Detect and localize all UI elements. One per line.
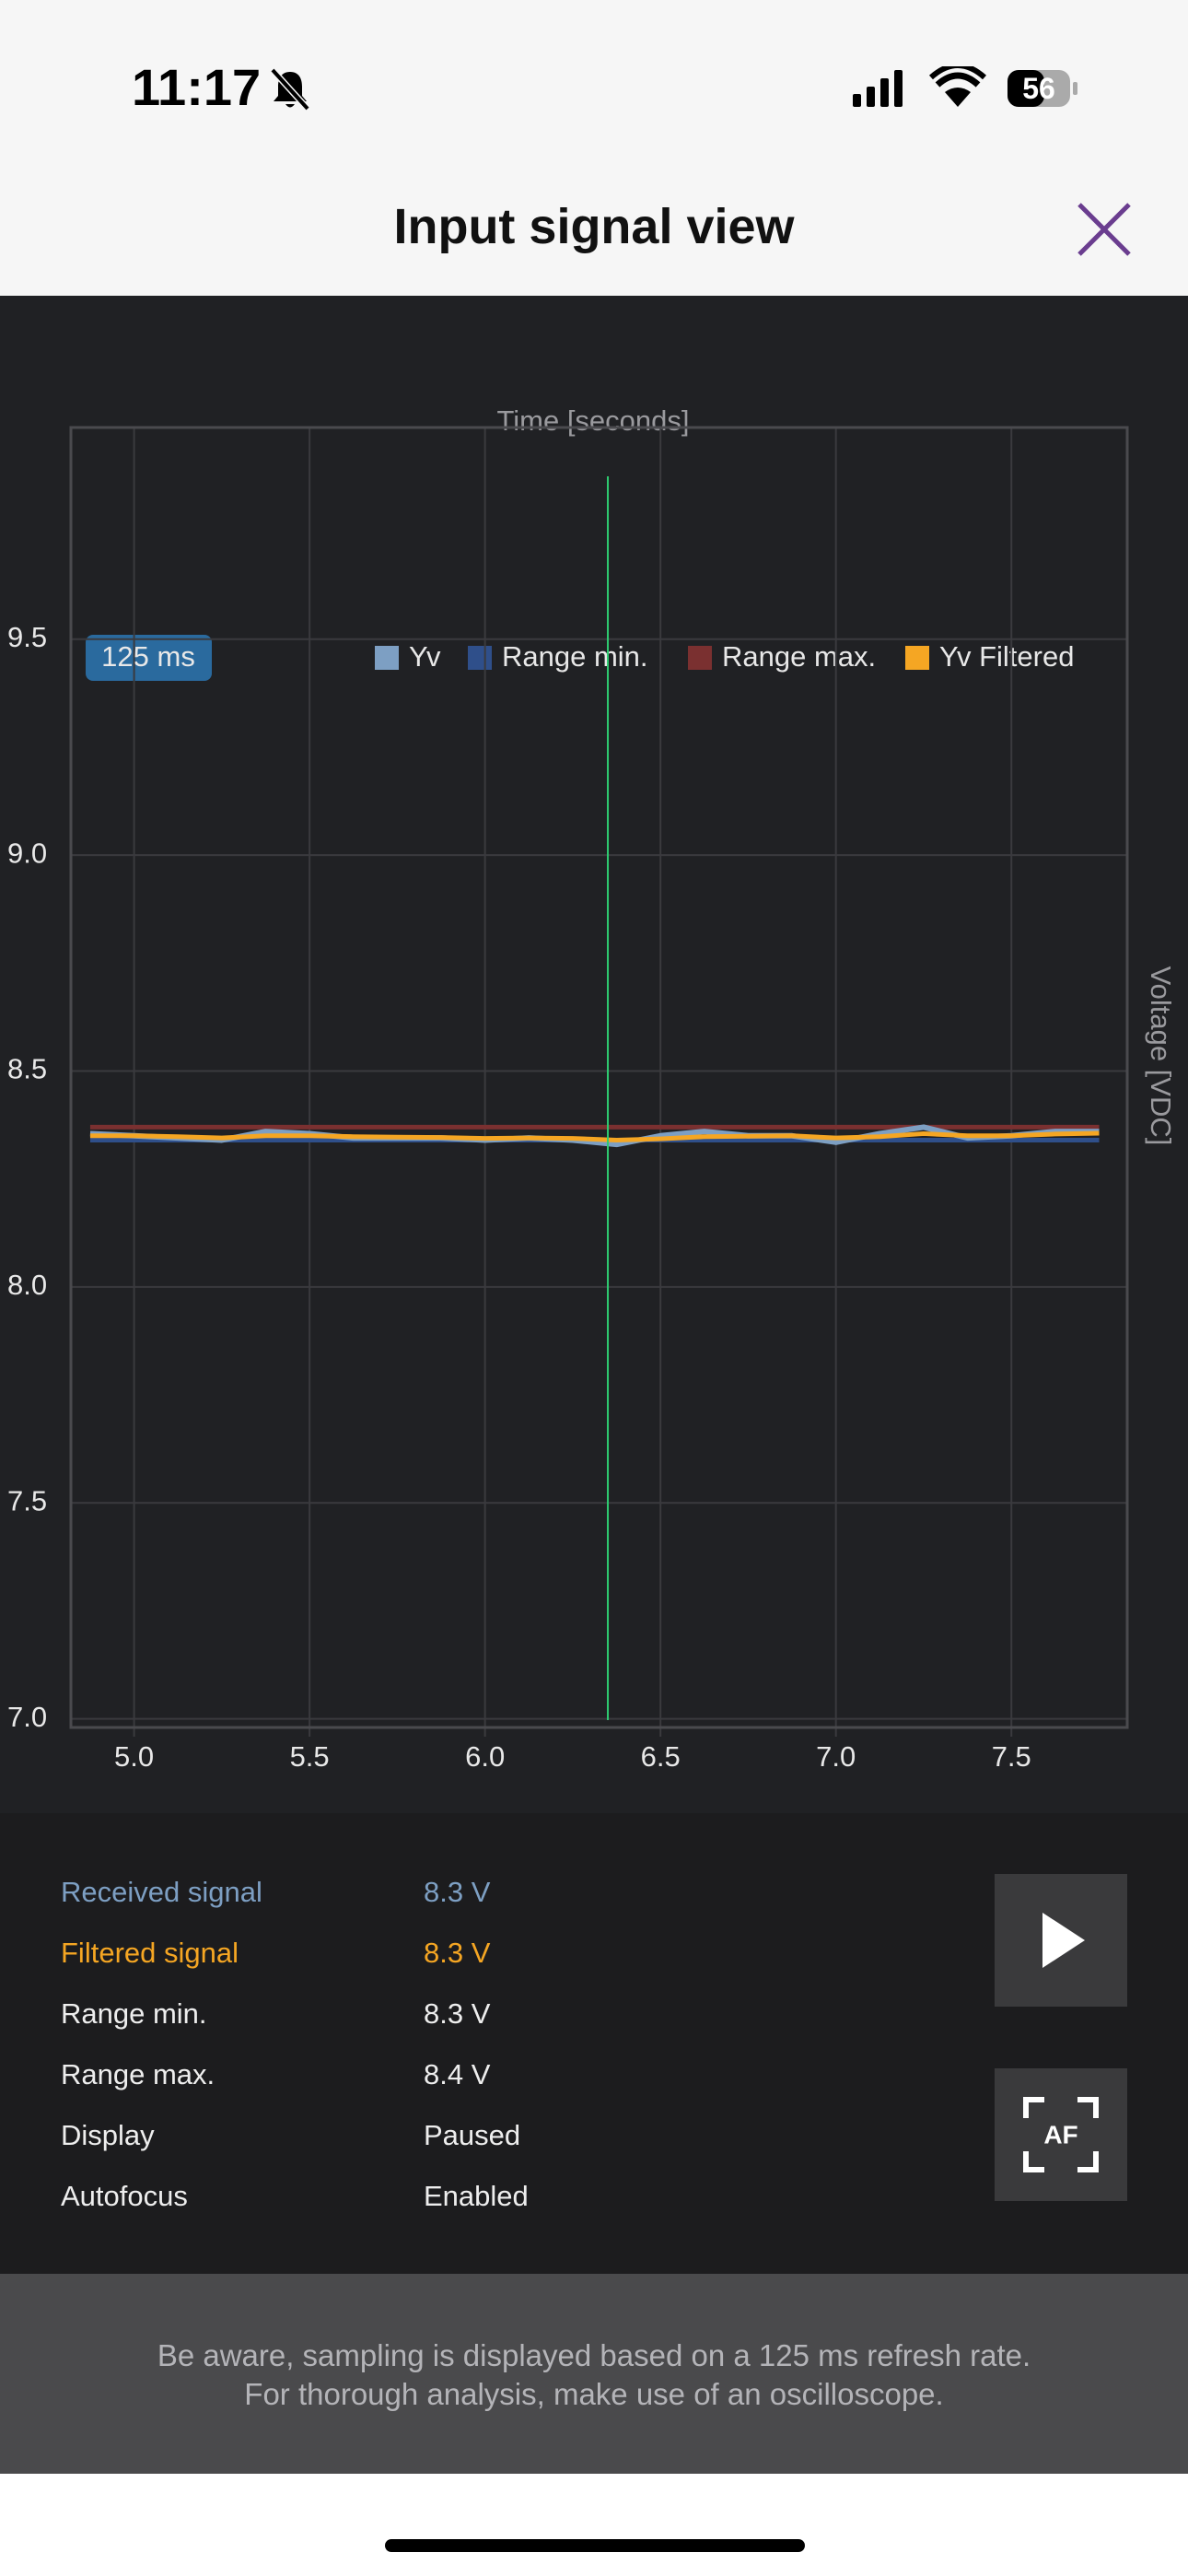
info-panel: AF Received signal 8.3 V Filtered signal 8.… (0, 1813, 1188, 2274)
disclaimer-line: Be aware, sampling is displayed based on… (157, 2338, 1031, 2372)
y-tick-label: 7.5 (7, 1484, 47, 1516)
info-label: Filtered signal (61, 1937, 239, 1969)
legend-swatch (468, 646, 492, 670)
x-tick-label: 7.5 (992, 1740, 1031, 1773)
legend-swatch (905, 646, 929, 670)
info-label: Range min. (61, 1997, 207, 2030)
y-tick-label: 8.5 (7, 1053, 47, 1085)
legend-label: Yv (409, 640, 441, 673)
info-value: 8.4 V (424, 2058, 491, 2090)
x-tick-label: 5.0 (114, 1740, 154, 1773)
plot-border (69, 426, 1129, 1729)
y-tick-label: 9.0 (7, 837, 47, 869)
info-value: 8.3 V (424, 1997, 491, 2030)
refresh-badge-label: 125 ms (101, 640, 195, 673)
disclaimer: Be aware, sampling is displayed based on… (0, 2274, 1188, 2474)
y-tick-label: 8.0 (7, 1269, 47, 1301)
bell-slash-icon (270, 67, 310, 111)
info-value: 8.3 V (424, 1876, 491, 1908)
close-button[interactable] (1076, 201, 1133, 258)
play-button[interactable] (995, 1874, 1127, 2007)
info-value: Enabled (424, 2180, 529, 2212)
refresh-badge (86, 635, 212, 681)
y-axis-title: Voltage [VDC] (1145, 966, 1177, 1146)
legend-label: Range max. (722, 640, 876, 673)
legend-swatch (688, 646, 712, 670)
af-icon: AF (1023, 2097, 1099, 2172)
status-time: 11:17 (132, 58, 262, 116)
page-title: Input signal view (393, 199, 795, 254)
play-icon (1042, 1913, 1085, 1968)
legend-swatch (375, 646, 399, 670)
x-tick-label: 5.5 (290, 1740, 330, 1773)
status-icons: 56 (853, 66, 1077, 107)
x-tick-label: 7.0 (816, 1740, 856, 1773)
info-label: Display (61, 2119, 155, 2151)
info-label: Range max. (61, 2058, 215, 2090)
disclaimer-line: For thorough analysis, make use of an os… (244, 2377, 944, 2411)
home-indicator (385, 2539, 805, 2552)
legend-label: Range min. (502, 640, 648, 673)
series-line (89, 1130, 1100, 1142)
y-tick-label: 9.5 (7, 621, 47, 653)
info-label: Autofocus (61, 2180, 188, 2212)
info-value: Paused (424, 2119, 521, 2151)
series-line (89, 1124, 1100, 1148)
x-tick-label: 6.5 (641, 1740, 681, 1773)
info-value: 8.3 V (424, 1937, 491, 1969)
autofocus-button[interactable]: AF (995, 2068, 1127, 2201)
chart: 125 ms Yv Range min. Range max. Yv Filtered T… (0, 296, 1188, 1813)
chart-background (0, 296, 1188, 1813)
legend-label: Yv Filtered (939, 640, 1074, 673)
x-axis-title: Time [seconds] (496, 404, 689, 437)
x-tick-label: 6.0 (465, 1740, 505, 1773)
header: 11:17 56 Input signal view (0, 0, 1188, 296)
af-label: AF (1043, 2120, 1077, 2149)
info-label: Received signal (61, 1876, 262, 1908)
y-tick-label: 7.0 (7, 1701, 47, 1733)
battery-level: 56 (1022, 72, 1055, 105)
